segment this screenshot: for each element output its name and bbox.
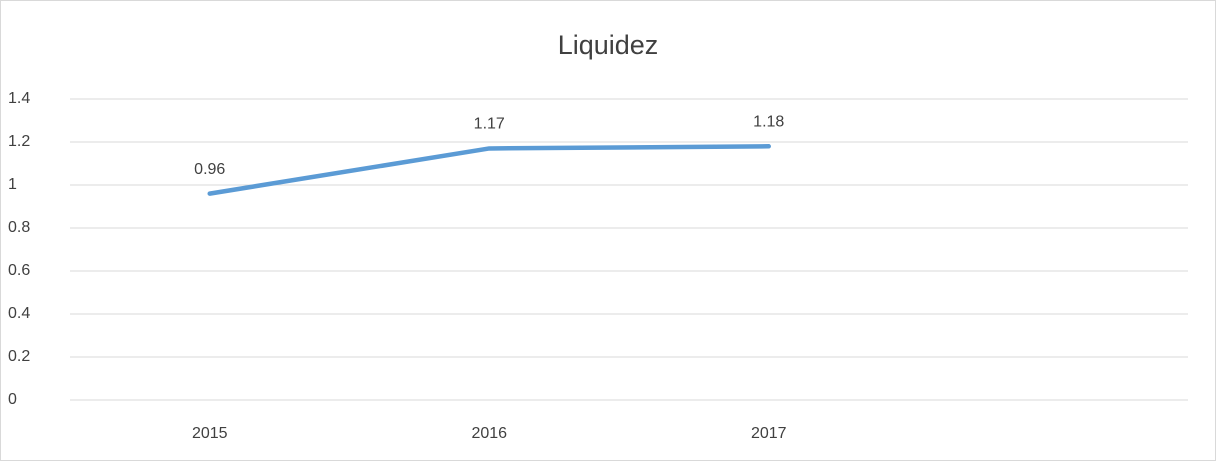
y-tick-label: 1 (8, 176, 17, 193)
x-tick-label: 2017 (751, 425, 787, 442)
y-tick-label: 0.2 (8, 348, 30, 365)
x-tick-label: 2016 (471, 425, 507, 442)
data-label: 0.96 (194, 161, 225, 178)
data-label: 1.18 (753, 114, 784, 131)
x-tick-label: 2015 (192, 425, 228, 442)
y-tick-label: 1.2 (8, 133, 30, 150)
line (207, 144, 771, 196)
chart-title: Liquidez (558, 30, 659, 60)
y-tick-label: 0.4 (8, 305, 30, 322)
y-tick-label: 0 (8, 391, 17, 408)
y-tick-label: 1.4 (8, 90, 30, 107)
data-label: 1.17 (474, 116, 505, 133)
y-tick-label: 0.6 (8, 262, 30, 279)
y-tick-label: 0.8 (8, 219, 30, 236)
